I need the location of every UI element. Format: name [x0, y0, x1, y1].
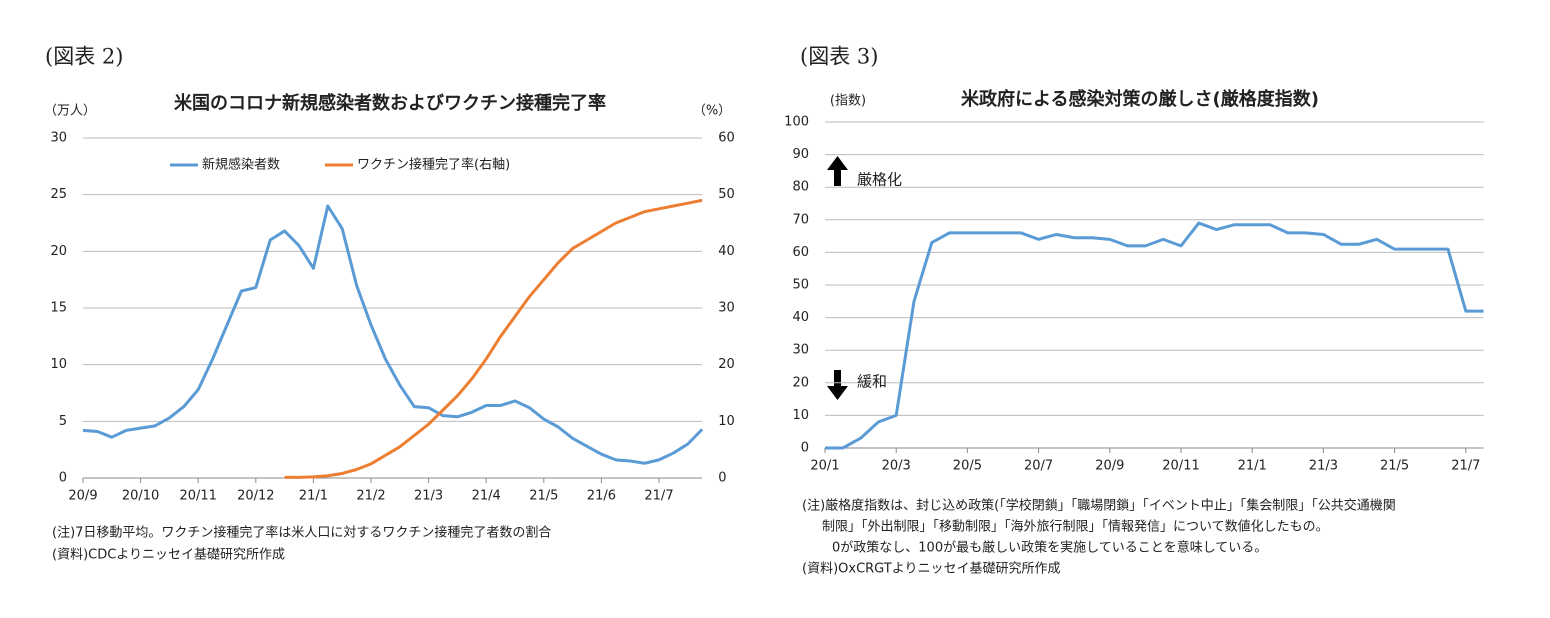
chart-title: 米国のコロナ新規感染者数およびワクチン接種完了率 [174, 92, 606, 114]
x-tick-label: 20/11 [179, 489, 216, 504]
y-tick-label: 90 [792, 147, 809, 162]
y-tick-label: 70 [792, 212, 809, 227]
x-tick-label: 20/12 [237, 489, 274, 504]
annotation: 緩和 [857, 373, 887, 391]
y-tick-label: 30 [792, 343, 809, 358]
chart-title: 米政府による感染対策の厳しさ(厳格度指数) [961, 88, 1319, 110]
x-tick-label: 21/3 [414, 489, 443, 504]
y2-axis-label: （%） [693, 104, 731, 119]
note: 制限」「外出制限」「移動制限」「海外旅行制限」「情報発信」について数値化したもの… [822, 519, 1329, 535]
x-tick-label: 21/1 [299, 489, 328, 504]
y-tick-label: 25 [50, 187, 67, 202]
figure-label: (図表 3) [800, 45, 878, 69]
x-tick-label: 21/3 [1309, 459, 1338, 474]
legend-label: ワクチン接種完了率(右軸) [357, 157, 510, 173]
arrow-up [827, 156, 848, 186]
x-tick-label: 21/5 [529, 489, 558, 504]
x-tick-label: 21/6 [587, 489, 616, 504]
y-tick-label: 60 [792, 245, 809, 260]
y-tick-label: 40 [792, 310, 809, 325]
y-tick-label: 30 [50, 131, 67, 146]
y2-tick-label: 20 [718, 357, 735, 372]
y-axis-label: （万人） [44, 104, 96, 119]
series-line [82, 204, 704, 465]
y-tick-label: 10 [50, 357, 67, 372]
x-tick-label: 20/5 [953, 459, 982, 474]
y-tick-label: 0 [801, 441, 809, 456]
x-tick-label: 20/7 [1024, 459, 1053, 474]
x-tick-label: 20/1 [810, 459, 839, 474]
note: (注)厳格度指数は、封じ込め政策(「学校閉鎖」「職場閉鎖」「イベント中止」「集会… [802, 498, 1396, 514]
x-tick-label: 20/9 [68, 489, 97, 504]
x-tick-label: 21/7 [1451, 459, 1480, 474]
note: 0が政策なし、100が最も厳しい政策を実施していることを意味している。 [832, 540, 1267, 556]
note: (資料)CDCよりニッセイ基礎研究所作成 [52, 548, 285, 563]
annotation: 厳格化 [857, 171, 902, 189]
y2-tick-label: 10 [718, 414, 735, 429]
x-tick-label: 21/4 [472, 489, 501, 504]
y-axis-label: (指数) [830, 94, 866, 109]
y2-tick-label: 60 [718, 131, 735, 146]
x-tick-label: 21/7 [644, 489, 673, 504]
y-tick-label: 15 [50, 301, 67, 316]
series-line [825, 221, 1484, 450]
y-tick-label: 5 [59, 414, 67, 429]
arrow-down [827, 370, 848, 400]
y2-tick-label: 0 [718, 471, 726, 486]
x-tick-label: 20/3 [882, 459, 911, 474]
y-tick-label: 80 [792, 180, 809, 195]
series-line [284, 198, 703, 479]
y-tick-label: 50 [792, 278, 809, 293]
y2-tick-label: 30 [718, 301, 735, 316]
note: (資料)OxCRGTよりニッセイ基礎研究所作成 [802, 562, 1060, 577]
x-tick-label: 20/11 [1162, 459, 1199, 474]
y-tick-label: 0 [59, 471, 67, 486]
x-tick-label: 21/1 [1238, 459, 1267, 474]
x-tick-label: 20/10 [122, 489, 159, 504]
y-tick-label: 20 [792, 375, 809, 390]
y-tick-label: 100 [784, 115, 809, 130]
x-tick-label: 20/9 [1095, 459, 1124, 474]
x-tick-label: 21/5 [1380, 459, 1409, 474]
y2-tick-label: 40 [718, 244, 735, 259]
x-tick-label: 21/2 [356, 489, 385, 504]
legend-label: 新規感染者数 [202, 157, 280, 173]
y-tick-label: 20 [50, 244, 67, 259]
figure-label: (図表 2) [45, 45, 123, 69]
note: (注)7日移動平均。ワクチン接種完了率は米人口に対するワクチン接種完了者数の割合 [52, 525, 551, 541]
y2-tick-label: 50 [718, 187, 735, 202]
y-tick-label: 10 [792, 408, 809, 423]
